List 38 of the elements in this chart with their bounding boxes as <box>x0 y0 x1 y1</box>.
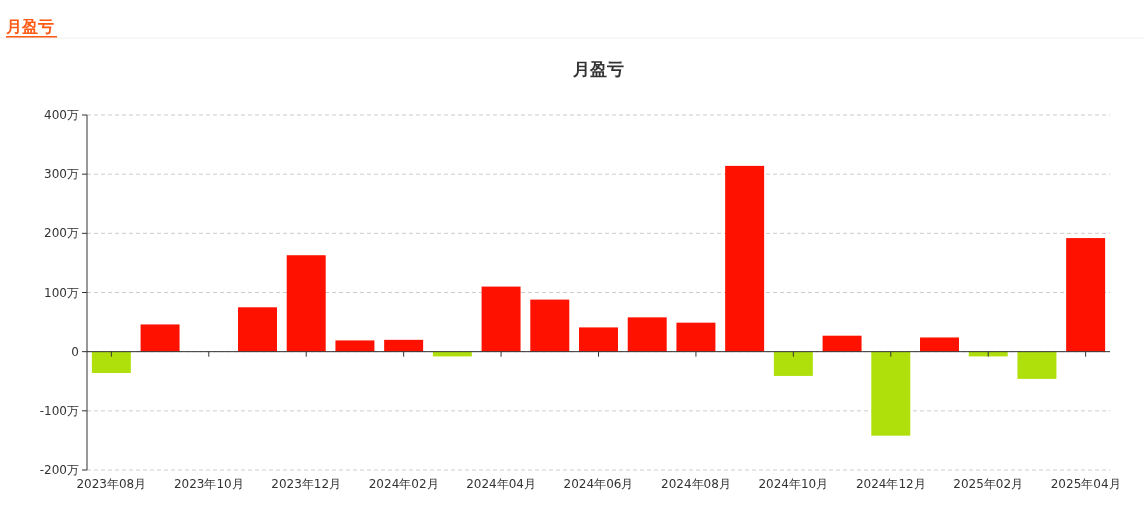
bar <box>238 307 277 352</box>
x-tick-label: 2023年10月 <box>173 477 244 491</box>
bar <box>140 324 180 352</box>
x-tick-label: 2025年04月 <box>1050 477 1121 491</box>
x-tick-label: 2024年04月 <box>466 477 536 491</box>
bar <box>335 340 375 352</box>
bar <box>1017 351 1057 379</box>
text: 月盈亏 <box>5 17 54 36</box>
y-tick-label: 0 <box>71 344 79 359</box>
bar <box>579 327 618 352</box>
bar <box>920 337 959 352</box>
x-tick-label: 2024年08月 <box>661 477 731 491</box>
x-tick-label: 2025年02月 <box>953 477 1024 491</box>
bar <box>822 335 862 352</box>
bar <box>725 165 765 352</box>
bar <box>627 317 667 352</box>
x-tick-label: 2024年12月 <box>855 477 926 491</box>
y-tick-label: 100万 <box>44 285 79 300</box>
y-tick-label: 200万 <box>44 226 79 241</box>
y-tick-label: -100万 <box>39 403 79 418</box>
chart-title: 月盈亏 <box>572 59 624 79</box>
x-tick-label: 2024年10月 <box>758 477 829 491</box>
bar <box>773 351 813 376</box>
bar <box>481 286 521 352</box>
bar <box>871 351 911 436</box>
bar <box>530 299 570 352</box>
x-tick-label: 2024年02月 <box>368 477 439 491</box>
x-tick-label: 2024年06月 <box>563 477 634 491</box>
bar <box>91 351 131 373</box>
y-tick-label: 400万 <box>44 108 79 122</box>
bar <box>286 255 326 352</box>
x-tick-label: 2023年08月 <box>76 477 147 491</box>
y-tick-label: 300万 <box>44 167 79 182</box>
y-tick-label: -200万 <box>39 463 79 477</box>
bar <box>1066 238 1106 352</box>
x-tick-label: 2023年12月 <box>271 477 342 491</box>
bar <box>676 322 716 352</box>
bar <box>384 339 424 352</box>
